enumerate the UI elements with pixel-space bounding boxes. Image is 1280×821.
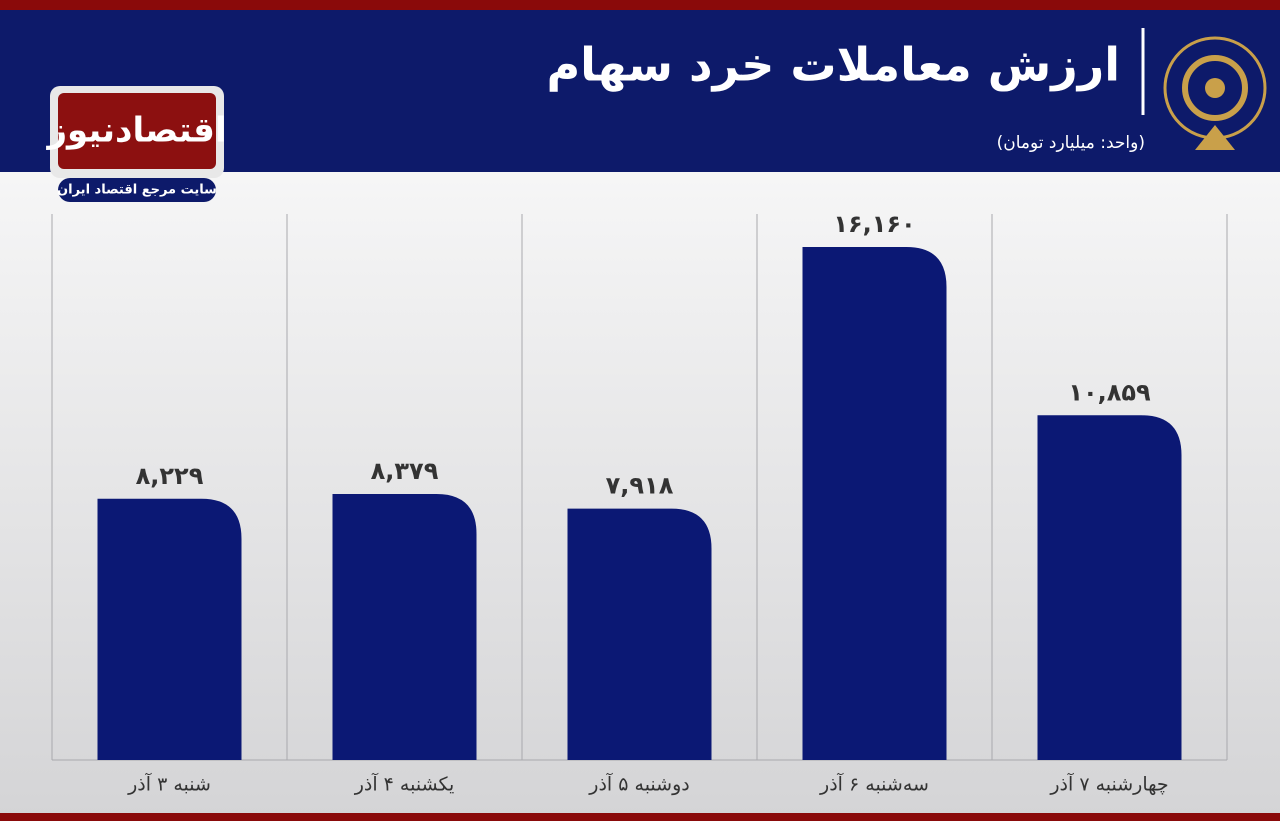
value-label: ۸,۳۷۹ <box>371 457 439 485</box>
logo: اقتصادنیوز سایت مرجع اقتصاد ایران <box>45 86 227 202</box>
bar <box>567 508 712 760</box>
value-label: ۷,۹۱۸ <box>606 472 674 500</box>
x-tick-label: شنبه ۳ آذر <box>127 772 211 796</box>
emblem <box>1163 36 1267 150</box>
chart-subtitle: (واحد: میلیارد تومان) <box>997 133 1145 153</box>
bar <box>1037 415 1182 760</box>
value-label: ۱۰,۸۵۹ <box>1068 378 1151 406</box>
x-tick-label: دوشنبه ۵ آذر <box>588 772 689 796</box>
value-label: ۱۶,۱۶۰ <box>833 210 915 238</box>
logo-tagline: سایت مرجع اقتصاد ایران <box>57 183 217 198</box>
bottom-strip <box>0 813 1280 821</box>
x-tick-label: یکشنبه ۴ آذر <box>354 772 455 796</box>
bar <box>332 494 477 760</box>
x-tick-label: سه‌شنبه ۶ آذر <box>819 772 929 796</box>
bar <box>802 247 947 760</box>
x-tick-label: چهارشنبه ۷ آذر <box>1049 772 1168 796</box>
top-strip <box>0 0 1280 10</box>
logo-name: اقتصادنیوز <box>45 111 226 151</box>
chart-title: ارزش معاملات خرد سهام <box>546 38 1120 92</box>
value-label: ۸,۲۲۹ <box>136 462 204 490</box>
bar <box>97 498 242 760</box>
